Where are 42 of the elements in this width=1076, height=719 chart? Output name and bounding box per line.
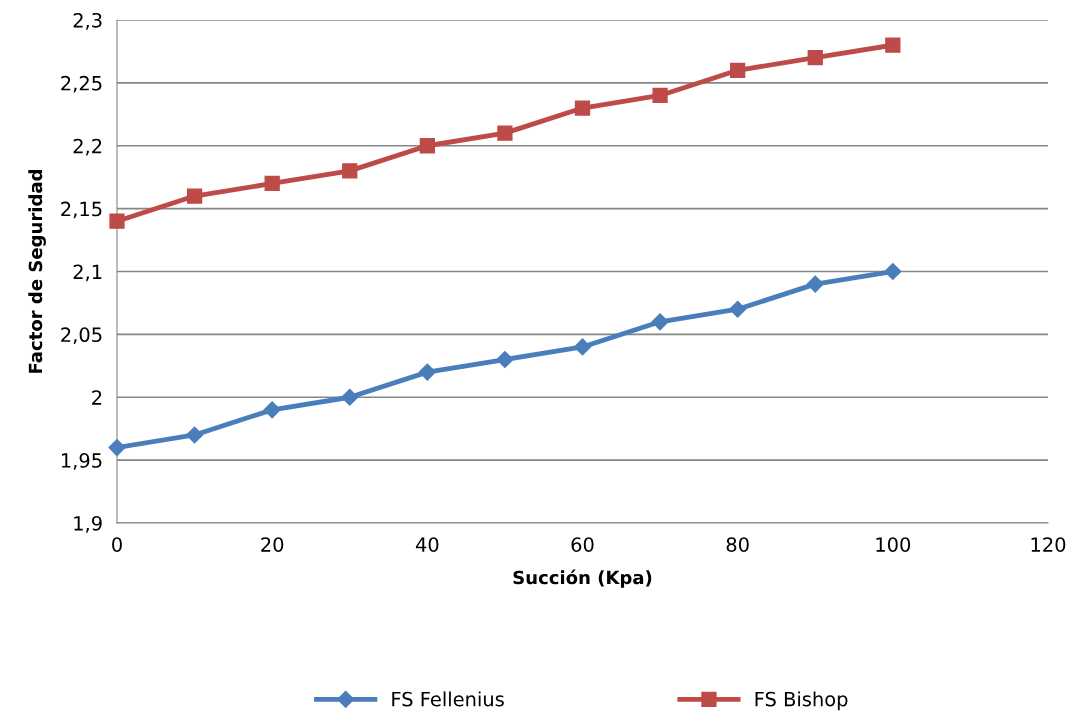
point bbox=[574, 100, 591, 116]
y-tick-label: 2,2 bbox=[73, 138, 102, 156]
x-axis-title: Succión (Kpa) bbox=[513, 569, 652, 588]
legend-label: FS Bishop bbox=[755, 691, 848, 711]
x-tick-label: 100 bbox=[876, 537, 911, 552]
point bbox=[884, 262, 902, 281]
point bbox=[342, 163, 358, 179]
x-tick-label: 20 bbox=[261, 537, 284, 552]
point bbox=[652, 87, 668, 104]
x-tick-label: 120 bbox=[1031, 537, 1066, 552]
y-tick-label: 2,3 bbox=[73, 12, 102, 30]
y-tick-label: 2,1 bbox=[73, 264, 102, 282]
point bbox=[807, 50, 823, 66]
x-tick-label: 80 bbox=[726, 537, 749, 552]
x-tick-label: 40 bbox=[415, 537, 439, 552]
point bbox=[263, 401, 281, 419]
point bbox=[186, 188, 203, 204]
point bbox=[730, 62, 746, 78]
y-tick-label: 2,05 bbox=[61, 327, 102, 345]
point bbox=[186, 426, 204, 444]
point bbox=[341, 388, 359, 406]
point bbox=[109, 213, 125, 229]
y-tick-label: 2 bbox=[92, 390, 102, 405]
y-tick-label: 1,9 bbox=[74, 515, 102, 533]
point bbox=[418, 363, 436, 381]
point bbox=[264, 175, 280, 192]
point bbox=[419, 138, 435, 154]
x-tick-label: 0 bbox=[112, 537, 122, 552]
point bbox=[497, 125, 513, 141]
y-tick-label: 2,25 bbox=[61, 75, 102, 93]
point bbox=[573, 338, 592, 356]
y-axis-title: Factor de Seguridad bbox=[28, 170, 46, 373]
point bbox=[729, 300, 747, 318]
x-tick-label: 60 bbox=[571, 537, 594, 552]
point bbox=[108, 438, 126, 457]
y-tick-label: 1,95 bbox=[61, 453, 102, 470]
point bbox=[496, 350, 514, 369]
y-tick-label: 2,15 bbox=[61, 201, 102, 219]
point bbox=[651, 313, 669, 331]
legend-label: FS Fellenius bbox=[392, 691, 504, 707]
point bbox=[885, 37, 901, 53]
point bbox=[806, 275, 824, 293]
